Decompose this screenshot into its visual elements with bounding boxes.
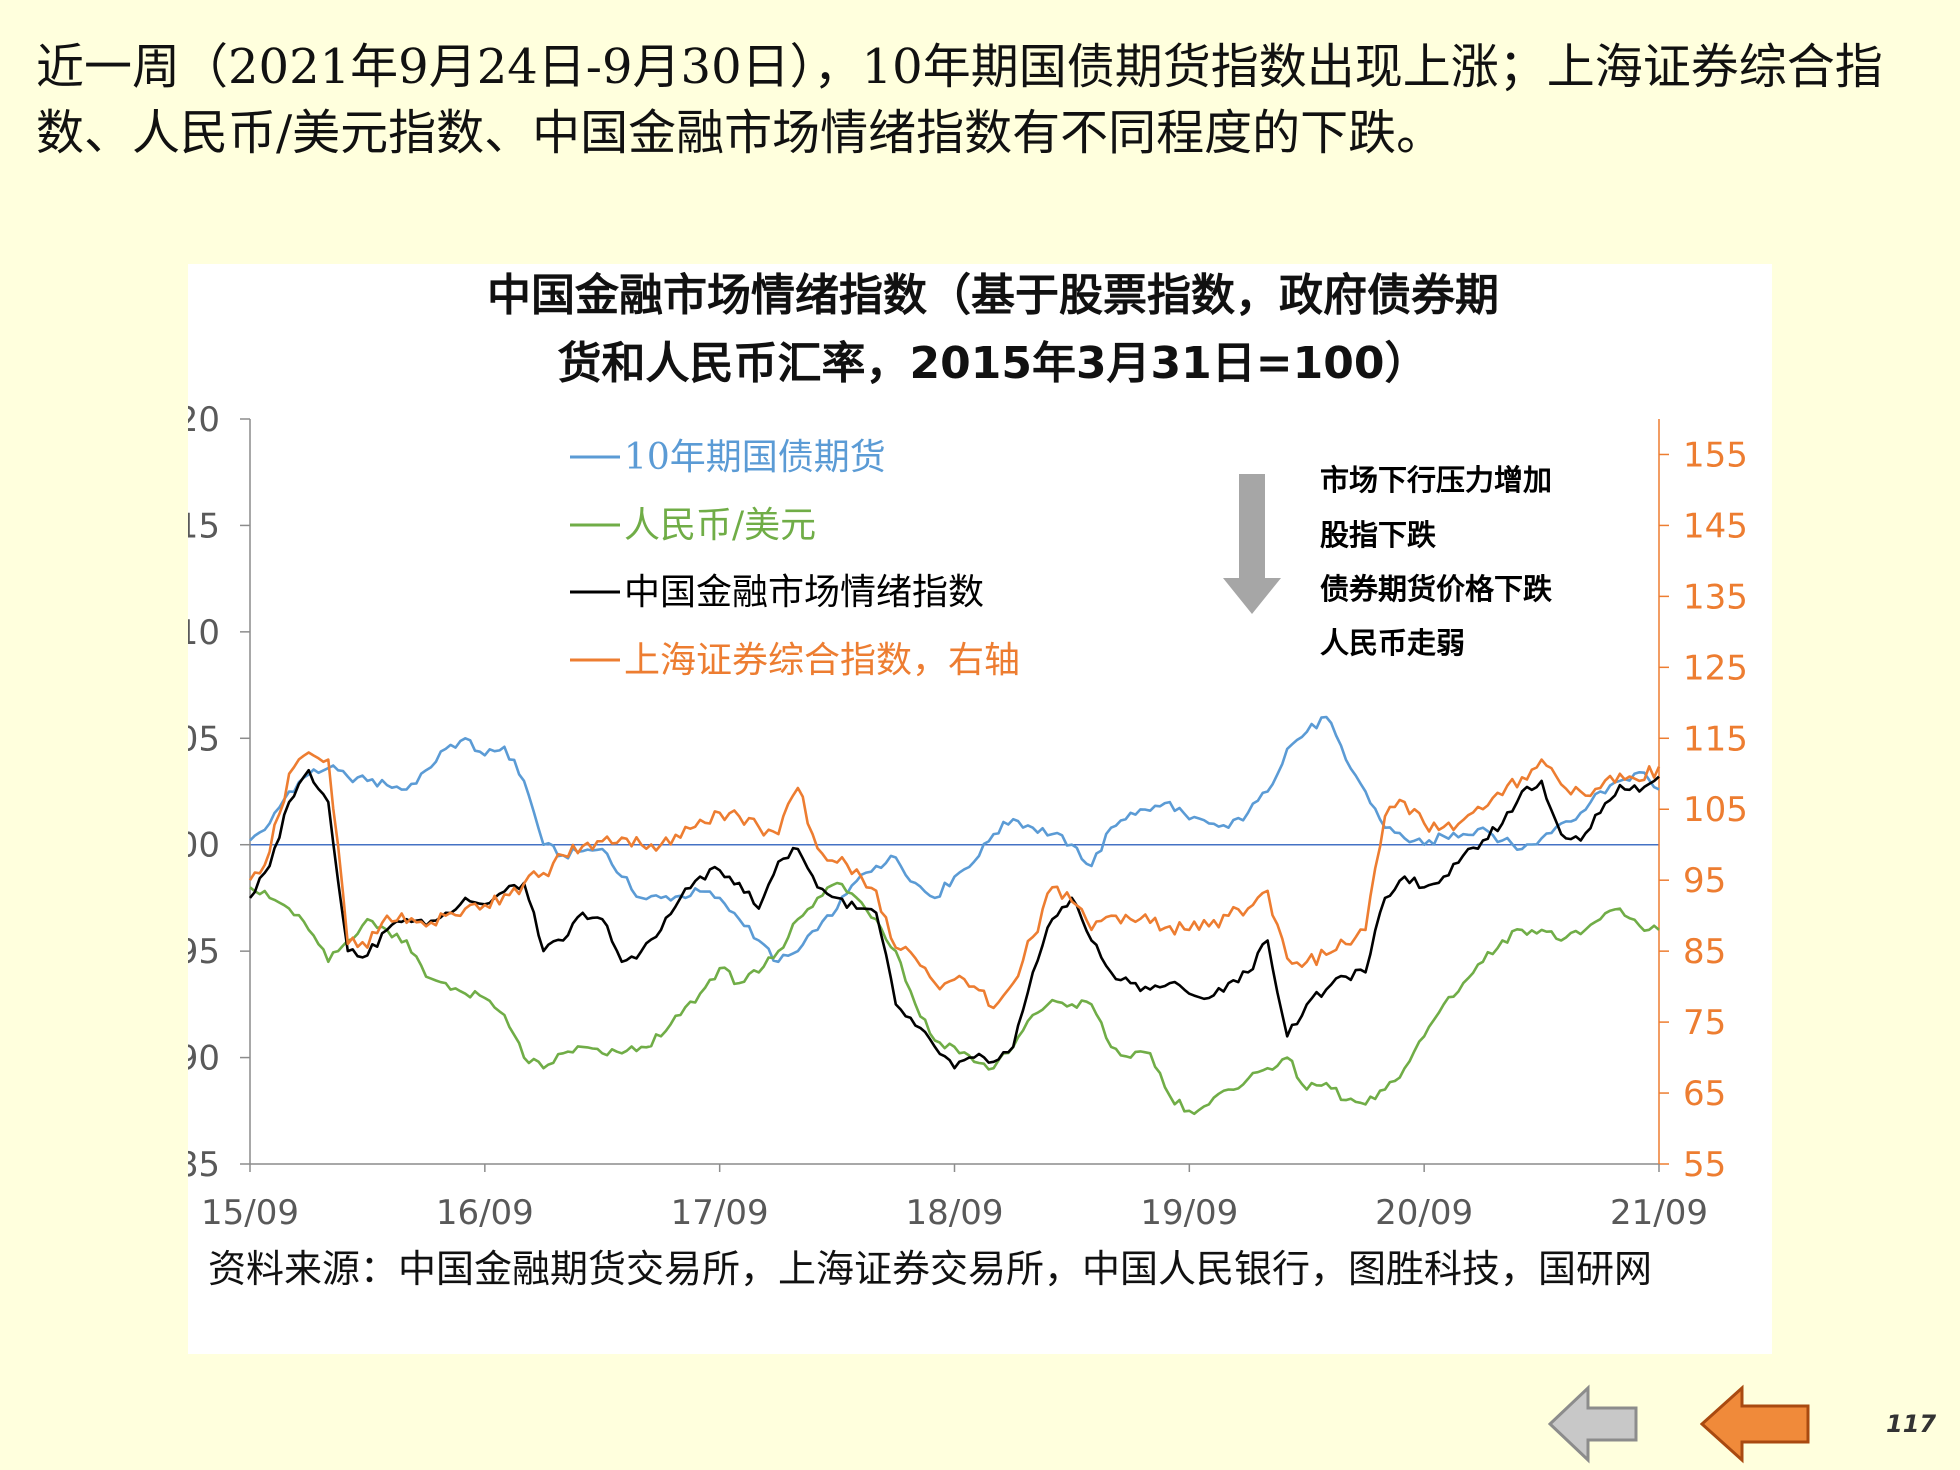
left-tick-label: 120	[188, 400, 220, 440]
rmb-usd-line	[249, 881, 1660, 1116]
right-tick-label: 55	[1683, 1145, 1726, 1185]
annotation-line-4: 人民币走弱	[1320, 626, 1465, 660]
x-tick-label: 17/09	[671, 1193, 769, 1233]
right-tick-label: 155	[1683, 435, 1748, 475]
chart-title-line1: 中国金融市场情绪指数（基于股票指数，政府债券期	[487, 270, 1499, 321]
left-tick-label: 115	[188, 506, 220, 546]
legend-bond-futures: 10年期国债期货	[570, 437, 886, 478]
left-tick-label: 105	[188, 719, 220, 759]
annotation-line-2: 股指下跌	[1320, 518, 1436, 552]
left-tick-label: 90	[188, 1039, 220, 1079]
left-arrow-icon	[1700, 1384, 1810, 1464]
right-tick-label: 115	[1683, 719, 1748, 759]
legend-label: 上海证券综合指数，右轴	[624, 640, 1020, 681]
right-tick-label: 75	[1683, 1003, 1726, 1043]
sentiment-index-line	[248, 768, 1660, 1070]
shanghai-composite-line	[248, 751, 1661, 1010]
right-tick-label: 65	[1683, 1074, 1726, 1114]
page-number: 117	[1886, 1410, 1937, 1438]
left-tick-label: 100	[188, 826, 220, 866]
annotation: 市场下行压力增加 股指下跌 债券期货价格下跌 人民币走弱	[1223, 463, 1552, 660]
left-tick-label: 110	[188, 613, 220, 653]
source-note: 资料来源：中国金融期货交易所，上海证券交易所，中国人民银行，图胜科技，国研网	[208, 1247, 1653, 1291]
headline-text: 近一周（2021年9月24日-9月30日），10年期国债期货指数出现上涨；上海证…	[36, 39, 1883, 161]
legend-rmb-usd: 人民币/美元	[570, 505, 816, 546]
right-tick-label: 95	[1683, 861, 1726, 901]
x-tick-label: 19/09	[1140, 1193, 1238, 1233]
x-tick-label: 21/09	[1610, 1193, 1708, 1233]
annotation-line-3: 债券期货价格下跌	[1320, 572, 1552, 606]
x-tick-label: 15/09	[201, 1193, 299, 1233]
bond-futures-line	[249, 715, 1660, 964]
x-tick-label: 16/09	[436, 1193, 534, 1233]
annotation-line-1: 市场下行压力增加	[1320, 463, 1552, 497]
chart-title-line2: 货和人民币汇率，2015年3月31日=100）	[557, 338, 1428, 389]
legend-label: 中国金融市场情绪指数	[624, 572, 984, 613]
sentiment-chart: 中国金融市场情绪指数（基于股票指数，政府债券期 货和人民币汇率，2015年3月3…	[188, 270, 1748, 1233]
left-arrow-icon	[1548, 1384, 1638, 1464]
right-tick-label: 105	[1683, 790, 1748, 830]
left-tick-label: 95	[188, 932, 220, 972]
down-arrow-icon	[1223, 474, 1281, 614]
legend-label: 人民币/美元	[624, 505, 816, 546]
chart-panel: 中国金融市场情绪指数（基于股票指数，政府债券期 货和人民币汇率，2015年3月3…	[188, 264, 1772, 1354]
prev-page-button[interactable]	[1548, 1384, 1640, 1464]
next-page-button[interactable]	[1700, 1384, 1812, 1464]
right-tick-label: 145	[1683, 506, 1748, 546]
right-tick-label: 125	[1683, 648, 1748, 688]
right-tick-label: 135	[1683, 577, 1748, 617]
legend-label: 10年期国债期货	[624, 437, 886, 478]
right-tick-label: 85	[1683, 932, 1726, 972]
legend-sentiment-index: 中国金融市场情绪指数	[570, 572, 984, 613]
left-tick-label: 85	[188, 1145, 220, 1185]
legend-shanghai-composite: 上海证券综合指数，右轴	[570, 640, 1020, 681]
x-tick-label: 20/09	[1375, 1193, 1473, 1233]
x-tick-label: 18/09	[906, 1193, 1004, 1233]
